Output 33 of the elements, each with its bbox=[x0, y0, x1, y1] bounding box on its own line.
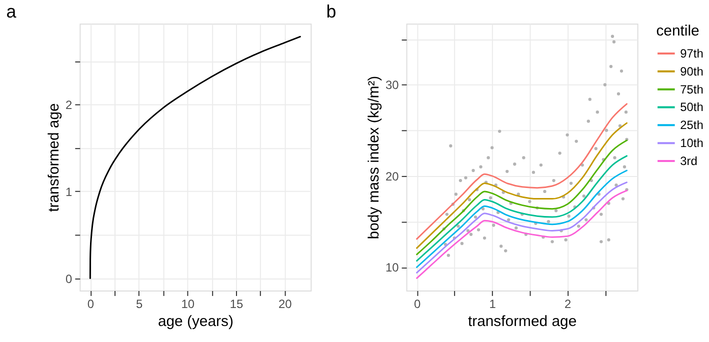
x-axis-title: transformed age bbox=[468, 312, 577, 330]
legend-label: 50th bbox=[680, 100, 704, 114]
x-tick-label: 5 bbox=[136, 296, 143, 311]
y-axis-title: body mass index (kg/m²) bbox=[366, 76, 383, 240]
legend-label: 3rd bbox=[680, 154, 698, 168]
y-tick-label: 10 bbox=[386, 260, 400, 275]
legend-label: 75th bbox=[680, 82, 704, 96]
x-tick-label: 20 bbox=[278, 296, 292, 311]
chart-title: a bbox=[6, 2, 16, 22]
line-series bbox=[416, 170, 628, 268]
legend-title: centile bbox=[656, 22, 700, 40]
y-tick-label: 2 bbox=[66, 98, 73, 112]
y-axis-title: transformed age bbox=[46, 103, 63, 212]
line-series bbox=[416, 155, 628, 262]
legend-label: 10th bbox=[680, 136, 704, 150]
legend-label: 90th bbox=[680, 64, 704, 78]
x-tick-label: 2 bbox=[564, 296, 572, 311]
x-tick-label: 15 bbox=[230, 296, 244, 311]
y-tick-label: 30 bbox=[386, 78, 400, 92]
chart-title: b bbox=[326, 2, 336, 22]
x-tick-label: 0 bbox=[87, 296, 94, 311]
x-axis-title: age (years) bbox=[158, 312, 234, 330]
y-tick-label: 20 bbox=[386, 169, 400, 184]
legend-label: 25th bbox=[680, 118, 704, 132]
line-series bbox=[416, 103, 628, 240]
legend-label: 97th bbox=[680, 46, 704, 60]
y-tick-label: 0 bbox=[66, 272, 73, 286]
x-tick-label: 1 bbox=[489, 296, 496, 311]
x-tick-label: 0 bbox=[414, 296, 421, 311]
line-series bbox=[416, 122, 628, 249]
y-tick-label: 1 bbox=[66, 184, 73, 199]
line-series bbox=[89, 36, 301, 280]
x-tick-label: 10 bbox=[181, 296, 195, 311]
